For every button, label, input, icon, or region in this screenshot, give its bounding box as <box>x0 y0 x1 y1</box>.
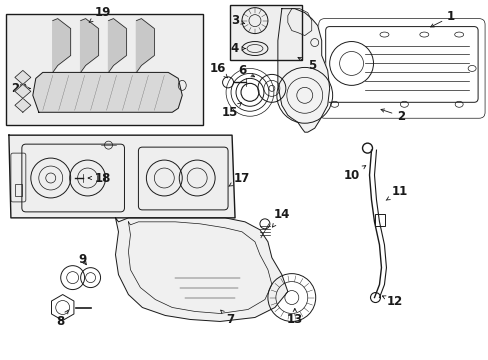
Text: 11: 11 <box>386 185 407 200</box>
Polygon shape <box>33 72 182 112</box>
Text: 7: 7 <box>220 310 234 326</box>
Polygon shape <box>53 19 71 72</box>
Bar <box>6 14 203 125</box>
Text: 15: 15 <box>222 103 241 119</box>
Polygon shape <box>81 19 99 72</box>
Text: 10: 10 <box>343 166 365 181</box>
Text: 9: 9 <box>79 253 86 266</box>
Text: 14: 14 <box>272 208 289 227</box>
Text: 18: 18 <box>88 171 110 185</box>
Text: 19: 19 <box>89 6 110 22</box>
Text: 5: 5 <box>297 57 315 72</box>
Polygon shape <box>115 218 287 321</box>
Bar <box>15 184 22 196</box>
Text: 17: 17 <box>228 171 250 186</box>
Polygon shape <box>15 71 31 84</box>
Text: 2: 2 <box>380 109 405 123</box>
Text: 6: 6 <box>237 64 254 77</box>
Text: 16: 16 <box>209 62 227 78</box>
Text: 8: 8 <box>57 310 68 328</box>
Bar <box>229 5 301 60</box>
Text: 4: 4 <box>230 42 244 55</box>
Text: 12: 12 <box>382 295 402 308</box>
Polygon shape <box>108 19 126 72</box>
Polygon shape <box>136 19 154 72</box>
Text: 1: 1 <box>430 10 454 27</box>
Polygon shape <box>15 84 31 98</box>
Polygon shape <box>15 98 31 112</box>
Polygon shape <box>277 9 329 132</box>
Text: 3: 3 <box>230 14 244 27</box>
Polygon shape <box>9 135 235 218</box>
Text: 20: 20 <box>11 82 30 95</box>
Bar <box>375 214 385 226</box>
Text: 13: 13 <box>286 309 302 326</box>
